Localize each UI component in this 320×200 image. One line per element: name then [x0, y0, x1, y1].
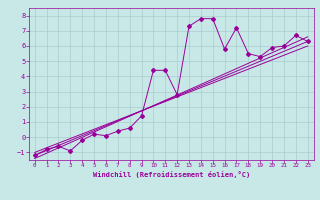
- X-axis label: Windchill (Refroidissement éolien,°C): Windchill (Refroidissement éolien,°C): [92, 171, 250, 178]
